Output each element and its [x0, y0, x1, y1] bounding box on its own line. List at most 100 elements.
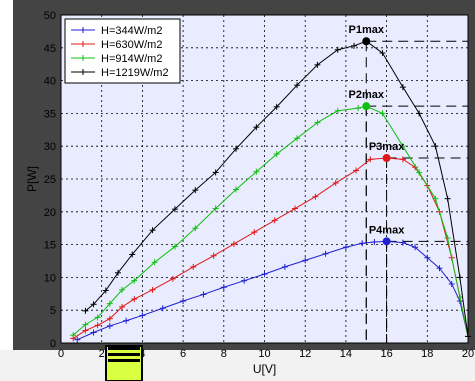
y-tick-label: 45	[44, 43, 56, 55]
data-point	[292, 205, 299, 212]
data-point	[294, 135, 301, 142]
max-point-label: P3max	[369, 141, 405, 153]
data-point	[416, 169, 423, 176]
data-point	[281, 263, 288, 270]
data-point	[212, 169, 219, 176]
x-tick-label: 16	[380, 348, 392, 360]
y-axis-label: P[W]	[25, 166, 39, 192]
x-tick-label: 14	[340, 348, 352, 360]
data-point	[106, 315, 113, 322]
data-point	[399, 239, 406, 246]
data-point	[82, 307, 89, 314]
y-tick-label: 5	[50, 305, 56, 317]
data-point	[273, 103, 280, 110]
x-tick-label: 0	[58, 348, 64, 360]
max-point-dot	[362, 102, 371, 111]
data-point	[220, 284, 227, 291]
data-point	[233, 186, 240, 193]
data-point	[334, 107, 341, 114]
data-point	[353, 167, 360, 174]
data-point	[82, 327, 89, 334]
tick-labels: 0246810121416182005101520253035404550	[44, 10, 474, 360]
y-tick-label: 0	[50, 338, 56, 350]
data-point	[230, 240, 237, 247]
max-point-label: P4max	[369, 224, 405, 236]
data-point	[444, 235, 451, 242]
legend-entry: H=344W/m2	[101, 25, 162, 37]
legend: H=344W/m2 H=630W/m2 H=914W/m2 H=1219W/m2	[64, 18, 181, 84]
data-point	[359, 240, 366, 247]
data-point	[253, 124, 260, 131]
data-point	[424, 254, 431, 261]
data-point	[90, 329, 97, 336]
x-tick-label: 10	[258, 348, 270, 360]
max-points-layer: P1max P2max P3max P4max	[349, 24, 405, 246]
x-tick-label: 18	[421, 348, 433, 360]
data-point	[192, 225, 199, 232]
data-point	[139, 312, 146, 319]
x-tick-label: 12	[299, 348, 311, 360]
data-point	[94, 322, 101, 329]
data-point	[465, 333, 471, 340]
data-point	[367, 156, 374, 163]
data-point	[432, 143, 439, 150]
x-tick-label: 20	[462, 348, 474, 360]
y-tick-label: 10	[44, 272, 56, 284]
left-white-strip	[0, 0, 13, 350]
data-point	[129, 251, 136, 258]
data-point	[233, 145, 240, 152]
data-point	[94, 314, 101, 321]
y-tick-label: 50	[44, 10, 56, 22]
data-point	[171, 243, 178, 250]
data-point	[416, 110, 423, 117]
data-point	[302, 257, 309, 264]
x-axis-label: U[V]	[253, 362, 276, 376]
data-point	[412, 244, 419, 251]
x-tick-label: 2	[99, 348, 105, 360]
bottom-light-band	[0, 350, 475, 381]
data-point	[456, 274, 463, 281]
data-point	[314, 61, 321, 68]
data-point	[159, 305, 166, 312]
legend-entry: H=1219W/m2	[101, 67, 169, 79]
data-point	[261, 271, 268, 278]
series-layer	[70, 38, 471, 343]
data-point	[102, 287, 109, 294]
y-tick-label: 30	[44, 141, 56, 153]
data-point	[119, 286, 126, 293]
x-tick-label: 8	[221, 348, 227, 360]
data-point	[131, 296, 138, 303]
data-point	[456, 294, 463, 301]
highlight-marker	[105, 345, 143, 381]
data-point	[436, 265, 443, 272]
max-point-label: P2max	[349, 89, 385, 101]
data-point	[123, 317, 130, 324]
data-point	[379, 50, 386, 57]
y-tick-label: 35	[44, 108, 56, 120]
max-point-dot	[382, 154, 391, 163]
y-tick-label: 25	[44, 174, 56, 186]
data-point	[322, 250, 329, 257]
data-point	[251, 229, 258, 236]
data-point	[371, 238, 378, 245]
data-point	[379, 110, 386, 117]
max-point-dot	[382, 237, 391, 246]
data-point	[180, 298, 187, 305]
data-point	[399, 156, 406, 163]
data-point	[334, 46, 341, 53]
data-point	[106, 300, 113, 307]
data-point	[312, 193, 319, 200]
data-point	[82, 321, 89, 328]
data-point	[171, 206, 178, 213]
data-point	[448, 280, 455, 287]
legend-entry: H=914W/m2	[101, 53, 162, 65]
data-point	[212, 205, 219, 212]
data-point	[149, 286, 156, 293]
legend-entry: H=630W/m2	[101, 39, 162, 51]
data-point	[332, 179, 339, 186]
data-point	[149, 227, 156, 234]
data-point	[210, 252, 217, 259]
data-point	[200, 291, 207, 298]
